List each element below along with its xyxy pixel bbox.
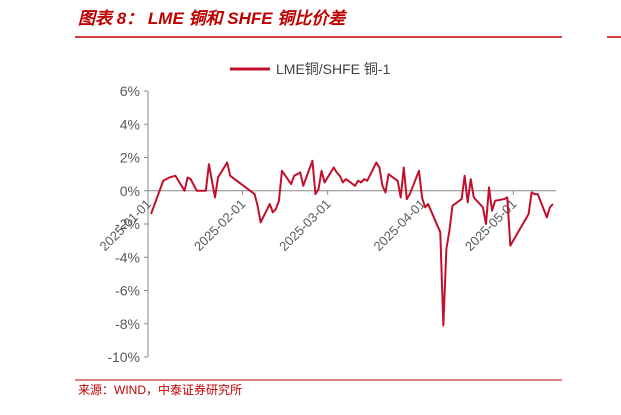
legend-label: LME铜/SHFE 铜-1 xyxy=(276,61,391,77)
data-line xyxy=(150,159,554,327)
x-tick-label: 2025-03-01 xyxy=(276,196,334,254)
y-tick-label: -2% xyxy=(115,216,140,232)
x-tick-label: 2025-04-01 xyxy=(371,196,429,254)
y-tick-label: -4% xyxy=(115,249,140,265)
y-tick-label: 2% xyxy=(120,150,140,166)
y-tick-label: -6% xyxy=(115,283,140,299)
y-tick-label: 4% xyxy=(120,116,140,132)
source: 来源：WIND，中泰证券研究所 xyxy=(78,382,242,397)
x-tick-label: 2025-02-01 xyxy=(191,196,249,254)
y-tick-label: 6% xyxy=(120,83,140,99)
chart-title: 图表 8： LME 铜和 SHFE 铜比价差 xyxy=(78,9,347,28)
y-tick-label: -8% xyxy=(115,316,140,332)
y-tick-label: -10% xyxy=(107,349,140,365)
y-tick-label: 0% xyxy=(120,183,140,199)
x-tick-label: 2025-01-01 xyxy=(96,196,154,254)
